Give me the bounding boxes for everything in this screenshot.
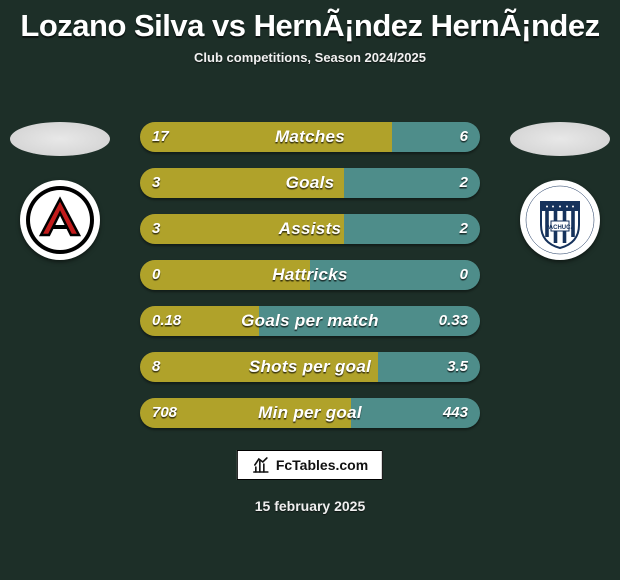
pachuca-crest-icon: PACHUCA (525, 185, 595, 255)
svg-text:PACHUCA: PACHUCA (545, 225, 575, 231)
stats-bars: Matches176 Goals32 Assists32 Hattricks00 Goa… (140, 122, 480, 444)
footer-brand-text: FcTables.com (276, 457, 368, 473)
stat-row: Shots per goal83.5 (140, 352, 480, 382)
atlas-crest-icon (25, 185, 95, 255)
stat-bar-left (140, 168, 344, 198)
stat-row: Assists32 (140, 214, 480, 244)
page-title: Lozano Silva vs HernÃ¡ndez HernÃ¡ndez (0, 0, 620, 50)
stat-bar-left (140, 260, 310, 290)
footer-brand-badge: FcTables.com (237, 450, 383, 480)
stat-bar-right (351, 398, 480, 428)
stat-row: Min per goal708443 (140, 398, 480, 428)
stat-bar-left (140, 398, 351, 428)
stat-bar-right (310, 260, 480, 290)
stat-bar-right (259, 306, 480, 336)
stat-bar-left (140, 352, 378, 382)
stat-row: Hattricks00 (140, 260, 480, 290)
stat-row: Goals32 (140, 168, 480, 198)
right-oval (510, 122, 610, 156)
footer-date: 15 february 2025 (0, 498, 620, 514)
stat-bar-left (140, 306, 259, 336)
stat-bar-right (344, 168, 480, 198)
stat-bar-right (378, 352, 480, 382)
fctables-logo-icon (252, 456, 270, 474)
stat-row: Matches176 (140, 122, 480, 152)
stat-bar-left (140, 214, 344, 244)
stat-bar-left (140, 122, 392, 152)
subtitle: Club competitions, Season 2024/2025 (0, 50, 620, 83)
left-team-crest (20, 180, 100, 260)
stat-bar-right (392, 122, 480, 152)
stat-bar-right (344, 214, 480, 244)
right-team-crest: PACHUCA (520, 180, 600, 260)
left-oval (10, 122, 110, 156)
stat-row: Goals per match0.180.33 (140, 306, 480, 336)
